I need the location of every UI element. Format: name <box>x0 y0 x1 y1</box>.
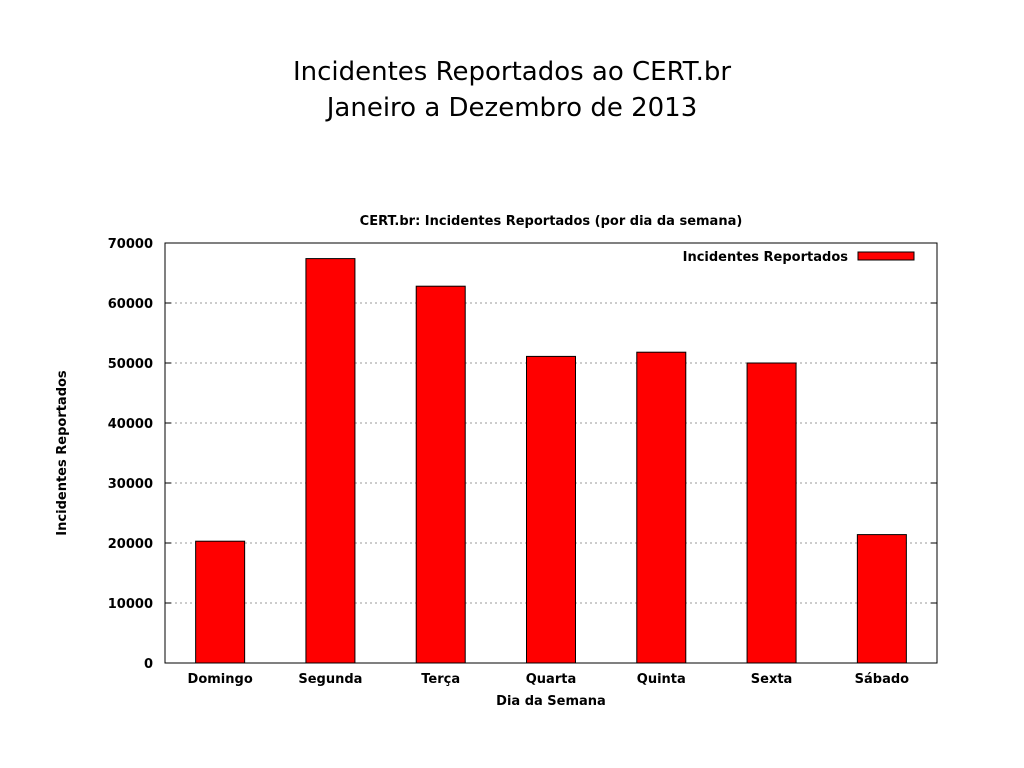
slide-title-line-1: Incidentes Reportados ao CERT.br <box>292 57 732 87</box>
plot-frame <box>164 242 938 664</box>
x-tick-label: Sexta <box>751 672 793 687</box>
x-tick-label: Quarta <box>526 672 576 687</box>
x-axis-ticks: Domingo Segunda Terça Quarta Quinta Sexta Sába… <box>188 672 910 687</box>
bar-segunda <box>305 258 356 664</box>
slide-title: Incidentes Reportados ao CERT.br Janeiro… <box>0 54 1024 126</box>
y-tick-label: 20000 <box>108 537 153 552</box>
y-tick-label: 10000 <box>108 597 153 612</box>
y-tick-label: 70000 <box>108 237 153 252</box>
x-tick-label: Terça <box>421 672 460 687</box>
y-axis-ticks: 0 10000 20000 30000 40000 50000 60000 70000 <box>108 237 937 672</box>
bar-terca <box>415 285 466 664</box>
x-axis-title: Dia da Semana <box>496 694 606 709</box>
y-tick-label: 30000 <box>108 477 153 492</box>
y-axis-title: Incidentes Reportados <box>55 370 70 536</box>
bar-sexta <box>746 362 797 664</box>
y-tick-label: 60000 <box>108 297 153 312</box>
x-tick-label: Domingo <box>188 672 253 687</box>
bars <box>195 258 907 664</box>
y-tick-label: 40000 <box>108 417 153 432</box>
x-tick-label: Segunda <box>298 672 362 687</box>
x-tick-label: Sábado <box>855 672 910 687</box>
x-tick-label: Quinta <box>637 672 686 687</box>
y-tick-label: 0 <box>144 657 153 672</box>
bar-quinta <box>636 351 687 664</box>
legend-label: Incidentes Reportados <box>683 250 849 265</box>
legend-swatch <box>857 251 915 261</box>
bar-sabado <box>856 534 907 664</box>
bar-domingo <box>195 540 246 664</box>
y-tick-label: 50000 <box>108 357 153 372</box>
legend: Incidentes Reportados <box>683 250 915 265</box>
bar-quarta <box>526 355 576 664</box>
chart-title: CERT.br: Incidentes Reportados (por dia … <box>360 214 743 229</box>
slide-title-line-2: Janeiro a Dezembro de 2013 <box>326 93 698 123</box>
